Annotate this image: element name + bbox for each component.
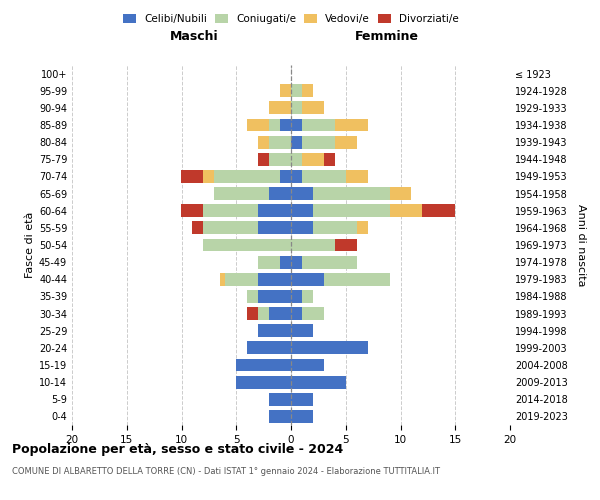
Text: Maschi: Maschi	[170, 30, 219, 44]
Bar	[302, 118, 335, 132]
Bar	[181, 170, 203, 183]
Bar	[203, 204, 258, 217]
Bar	[214, 170, 280, 183]
Bar	[258, 136, 269, 148]
Bar	[247, 307, 258, 320]
Bar	[258, 222, 291, 234]
Y-axis label: Fasce di età: Fasce di età	[25, 212, 35, 278]
Bar	[313, 222, 356, 234]
Bar	[302, 84, 313, 97]
Bar	[291, 238, 335, 252]
Text: Popolazione per età, sesso e stato civile - 2024: Popolazione per età, sesso e stato civil…	[12, 442, 343, 456]
Bar	[258, 153, 269, 166]
Bar	[203, 238, 291, 252]
Bar	[302, 170, 346, 183]
Bar	[236, 376, 291, 388]
Bar	[324, 273, 389, 285]
Bar	[302, 256, 356, 268]
Bar	[335, 118, 368, 132]
Bar	[313, 187, 389, 200]
Bar	[291, 170, 302, 183]
Bar	[269, 118, 280, 132]
Y-axis label: Anni di nascita: Anni di nascita	[576, 204, 586, 286]
Bar	[291, 204, 313, 217]
Bar	[291, 324, 313, 337]
Bar	[181, 204, 203, 217]
Bar	[269, 187, 291, 200]
Bar	[291, 342, 368, 354]
Bar	[302, 153, 324, 166]
Bar	[258, 204, 291, 217]
Bar	[269, 136, 291, 148]
Bar	[280, 256, 291, 268]
Bar	[203, 222, 258, 234]
Bar	[236, 358, 291, 372]
Bar	[291, 273, 324, 285]
Bar	[258, 324, 291, 337]
Text: Femmine: Femmine	[355, 30, 419, 44]
Bar	[291, 187, 313, 200]
Bar	[258, 256, 280, 268]
Bar	[220, 273, 226, 285]
Bar	[302, 307, 324, 320]
Bar	[291, 410, 313, 423]
Bar	[269, 393, 291, 406]
Bar	[214, 187, 269, 200]
Bar	[291, 307, 302, 320]
Bar	[258, 273, 291, 285]
Bar	[291, 84, 302, 97]
Bar	[247, 118, 269, 132]
Bar	[422, 204, 455, 217]
Bar	[302, 136, 335, 148]
Bar	[335, 136, 357, 148]
Bar	[203, 170, 214, 183]
Bar	[291, 376, 346, 388]
Bar	[389, 187, 412, 200]
Bar	[291, 256, 302, 268]
Bar	[280, 84, 291, 97]
Bar	[291, 290, 302, 303]
Bar	[193, 222, 203, 234]
Bar	[269, 153, 291, 166]
Bar	[280, 118, 291, 132]
Bar	[247, 342, 291, 354]
Bar	[247, 290, 258, 303]
Bar	[291, 153, 302, 166]
Bar	[313, 204, 389, 217]
Bar	[357, 222, 368, 234]
Bar	[291, 393, 313, 406]
Bar	[269, 410, 291, 423]
Bar	[324, 153, 335, 166]
Bar	[302, 102, 324, 114]
Bar	[269, 307, 291, 320]
Bar	[225, 273, 258, 285]
Bar	[291, 358, 324, 372]
Legend: Celibi/Nubili, Coniugati/e, Vedovi/e, Divorziati/e: Celibi/Nubili, Coniugati/e, Vedovi/e, Di…	[123, 14, 459, 24]
Bar	[280, 170, 291, 183]
Bar	[291, 102, 302, 114]
Bar	[291, 118, 302, 132]
Bar	[258, 290, 291, 303]
Bar	[291, 222, 313, 234]
Bar	[389, 204, 422, 217]
Bar	[258, 307, 269, 320]
Bar	[291, 136, 302, 148]
Bar	[346, 170, 368, 183]
Bar	[302, 290, 313, 303]
Bar	[269, 102, 291, 114]
Text: COMUNE DI ALBARETTO DELLA TORRE (CN) - Dati ISTAT 1° gennaio 2024 - Elaborazione: COMUNE DI ALBARETTO DELLA TORRE (CN) - D…	[12, 468, 440, 476]
Bar	[335, 238, 357, 252]
